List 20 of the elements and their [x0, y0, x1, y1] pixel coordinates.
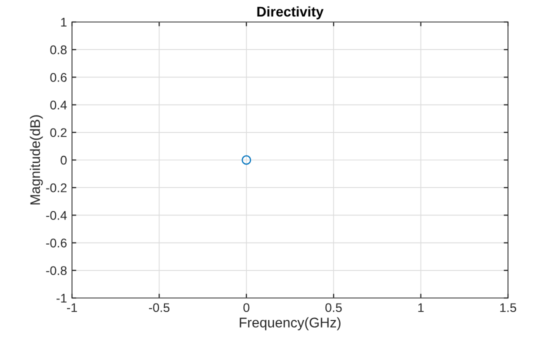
y-tick-label: 0 [60, 156, 67, 165]
y-tick-label: 0.2 [50, 128, 67, 138]
y-tick-label: -0.6 [46, 238, 67, 248]
chart-title: Directivity [257, 6, 324, 20]
y-tick-label: 0.6 [50, 73, 67, 82]
y-tick-label: -0.4 [46, 211, 67, 220]
y-tick-label: 0.8 [50, 45, 67, 54]
x-tick-label: -1 [67, 303, 77, 312]
x-axis-title: Frequency(GHz) [240, 317, 340, 330]
x-tick-label: -0.5 [148, 303, 170, 312]
x-tick-label: 0 [243, 303, 250, 312]
y-tick-label: -0.2 [46, 183, 67, 192]
y-tick-label: 1 [61, 18, 67, 27]
y-axis-title: Magnitude(dB) [30, 115, 43, 204]
y-tick-label: -0.8 [46, 266, 67, 276]
y-tick-label: 0.4 [50, 100, 67, 110]
x-tick-label: 0.5 [325, 303, 342, 312]
x-tick-label: 1.5 [500, 303, 516, 312]
y-tick-label: -1 [56, 294, 67, 303]
x-tick-label: 1 [418, 303, 424, 312]
